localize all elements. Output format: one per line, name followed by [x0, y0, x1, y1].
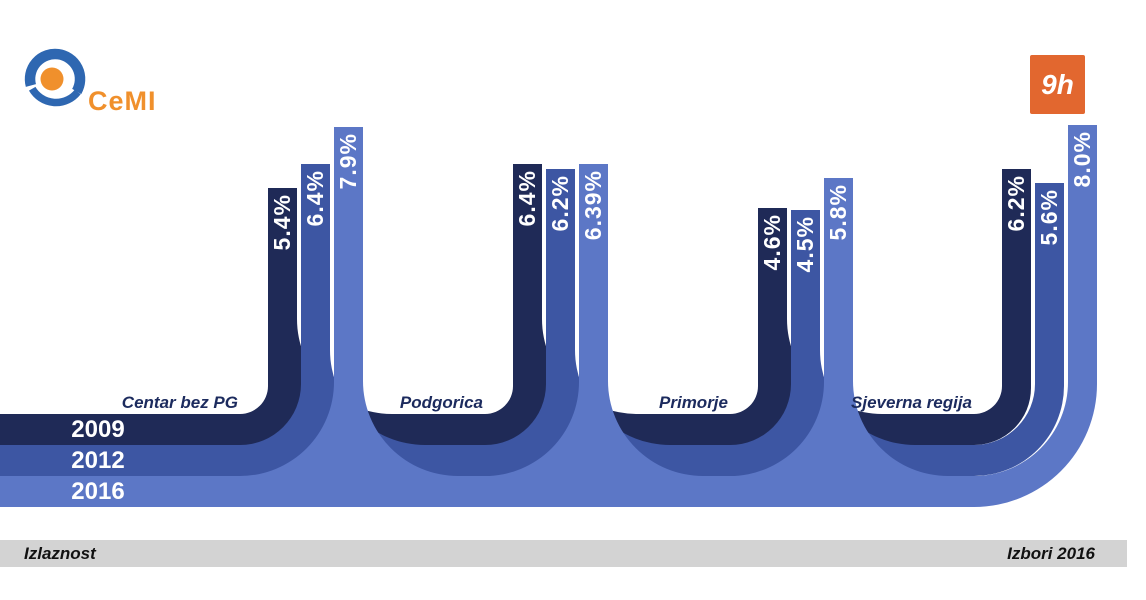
value-label: 7.9% — [335, 133, 361, 190]
category-label: Podgorica — [399, 393, 483, 412]
footer-bar: Izlaznost Izbori 2016 — [0, 540, 1127, 567]
category-label: Centar bez PG — [121, 393, 238, 412]
value-label: 6.4% — [514, 170, 540, 227]
time-badge: 9h — [1030, 55, 1085, 114]
category-label: Primorje — [659, 393, 728, 412]
value-label: 4.6% — [759, 214, 785, 271]
value-label: 5.8% — [825, 184, 851, 241]
value-label: 5.4% — [269, 194, 295, 251]
cemi-logo: CeMI — [22, 48, 232, 122]
value-label: 4.5% — [792, 216, 818, 273]
logo-eye-upper-arc — [24, 48, 86, 95]
category-label: Sjeverna regija — [851, 393, 972, 412]
footer-context-label: Izbori 2016 — [1007, 543, 1095, 563]
band-2009 — [0, 164, 1031, 445]
value-label: 5.6% — [1036, 189, 1062, 246]
logo-eye-lower-arc — [28, 86, 81, 107]
series-label-2009: 2009 — [71, 416, 125, 443]
value-label: 6.2% — [547, 175, 573, 232]
value-label: 6.4% — [302, 170, 328, 227]
series-label-2016: 2016 — [71, 478, 125, 505]
logo-eye-pupil — [40, 67, 64, 91]
band-2012 — [0, 164, 1064, 476]
footer-title: Izlaznost — [24, 543, 96, 563]
series-label-2012: 2012 — [71, 447, 125, 474]
logo-text: CeMI — [88, 86, 157, 116]
value-label: 6.2% — [1003, 175, 1029, 232]
band-2016 — [0, 125, 1097, 507]
time-badge-label: 9h — [1041, 68, 1074, 100]
value-label: 8.0% — [1069, 131, 1095, 188]
value-label: 6.39% — [580, 170, 606, 241]
cemi-eye-icon — [24, 48, 86, 107]
